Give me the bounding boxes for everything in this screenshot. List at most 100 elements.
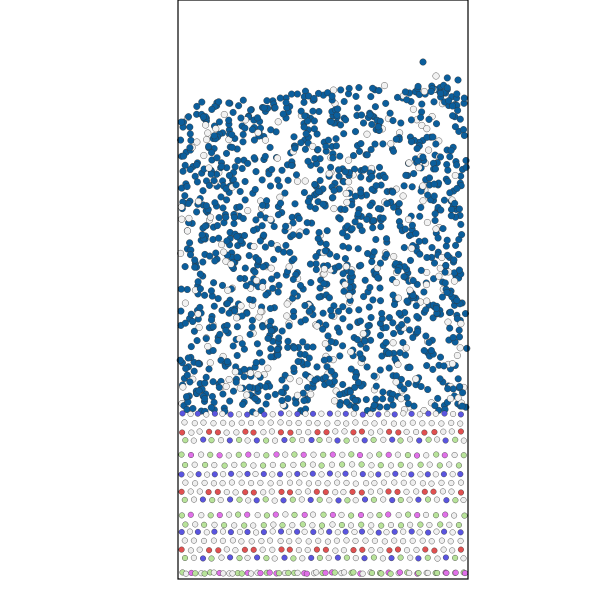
liquid-atom-white — [218, 241, 226, 249]
liquid-atom-blue — [215, 234, 223, 242]
liquid-atom-blue — [284, 395, 292, 403]
liquid-atom-blue — [187, 136, 195, 144]
lattice-atom — [416, 411, 423, 418]
lattice-atom — [379, 555, 386, 562]
liquid-atom-blue — [303, 219, 311, 227]
lattice-atom — [260, 429, 267, 436]
lattice-atom — [343, 437, 350, 444]
lattice-atom — [236, 436, 243, 443]
liquid-atom-blue — [267, 182, 275, 190]
liquid-atom-blue — [424, 191, 432, 199]
lattice-atom — [388, 555, 395, 562]
lattice-atom — [236, 496, 243, 503]
liquid-atom-blue — [240, 231, 248, 239]
liquid-atom-blue — [436, 375, 444, 383]
lattice-atom — [254, 512, 261, 519]
lattice-atom — [338, 522, 345, 529]
liquid-atom-blue — [431, 402, 439, 410]
liquid-atom-white — [200, 151, 208, 159]
lattice-atom — [433, 528, 440, 535]
liquid-atom-white — [342, 263, 350, 271]
lattice-atom — [226, 511, 233, 518]
lattice-atom — [253, 529, 260, 536]
liquid-atom-blue — [437, 153, 445, 161]
lattice-atom — [455, 462, 462, 469]
lattice-atom — [378, 570, 385, 577]
lattice-atom — [329, 451, 336, 458]
liquid-atom-blue — [239, 96, 247, 104]
liquid-atom-blue — [278, 397, 286, 405]
lattice-atom — [443, 497, 450, 504]
liquid-atom-blue — [239, 138, 247, 146]
liquid-atom-blue — [389, 291, 397, 299]
lattice-atom — [424, 471, 431, 478]
simulation-box-outline — [177, 0, 469, 580]
lattice-atom — [352, 497, 359, 504]
liquid-atom-blue — [241, 196, 249, 204]
liquid-atom-blue — [385, 364, 393, 372]
lattice-atom — [350, 410, 357, 417]
liquid-atom-blue — [383, 250, 391, 258]
lattice-atom — [244, 529, 251, 536]
liquid-atom-blue — [448, 205, 456, 213]
liquid-atom-blue — [379, 388, 387, 396]
lattice-atom — [409, 479, 416, 486]
liquid-atom-blue — [431, 216, 439, 224]
liquid-atom-blue — [336, 152, 344, 160]
lattice-atom — [248, 570, 255, 577]
liquid-atom-blue — [300, 98, 308, 106]
liquid-atom-blue — [390, 147, 398, 155]
liquid-atom-blue — [383, 200, 391, 208]
lattice-atom — [268, 488, 275, 495]
liquid-atom-blue — [181, 192, 189, 200]
liquid-atom-white — [389, 339, 397, 347]
lattice-atom — [342, 470, 349, 477]
lattice-atom — [376, 512, 383, 519]
liquid-atom-white — [193, 138, 201, 146]
liquid-atom-blue — [312, 253, 320, 261]
liquid-atom-white — [453, 352, 461, 360]
liquid-atom-white — [309, 142, 317, 150]
lattice-atom — [202, 461, 209, 468]
lattice-atom — [342, 410, 349, 417]
liquid-atom-white — [397, 395, 405, 403]
lattice-atom — [200, 419, 207, 426]
lattice-atom — [352, 419, 359, 426]
lattice-atom — [199, 555, 206, 562]
liquid-atom-blue — [180, 152, 188, 160]
lattice-atom — [351, 529, 358, 536]
liquid-atom-blue — [462, 310, 470, 318]
lattice-atom — [211, 528, 218, 535]
lattice-atom — [207, 512, 214, 519]
liquid-atom-blue — [316, 166, 324, 174]
lattice-atom — [350, 547, 357, 554]
liquid-atom-blue — [430, 192, 438, 200]
liquid-atom-white — [273, 154, 281, 162]
liquid-atom-blue — [335, 307, 343, 315]
lattice-atom — [391, 479, 398, 486]
liquid-atom-blue — [230, 220, 238, 228]
liquid-atom-blue — [262, 383, 270, 391]
liquid-atom-blue — [444, 251, 452, 259]
liquid-atom-blue — [419, 58, 427, 66]
lattice-atom — [305, 480, 312, 487]
lattice-atom — [187, 411, 194, 418]
liquid-atom-blue — [401, 88, 409, 96]
liquid-atom-blue — [275, 182, 283, 190]
liquid-atom-blue — [357, 261, 365, 269]
lattice-atom — [415, 496, 422, 503]
lattice-atom — [245, 451, 252, 458]
liquid-atom-blue — [248, 316, 256, 324]
lattice-atom — [397, 554, 404, 561]
lattice-atom — [238, 419, 245, 426]
lattice-atom — [219, 480, 226, 487]
lattice-atom — [207, 451, 214, 458]
lattice-atom — [289, 496, 296, 503]
liquid-atom-blue — [346, 323, 354, 331]
liquid-atom-blue — [187, 310, 195, 318]
liquid-atom-blue — [353, 336, 361, 344]
liquid-atom-blue — [310, 125, 318, 133]
lattice-atom — [342, 528, 349, 535]
liquid-atom-blue — [207, 287, 215, 295]
liquid-atom-blue — [278, 166, 286, 174]
